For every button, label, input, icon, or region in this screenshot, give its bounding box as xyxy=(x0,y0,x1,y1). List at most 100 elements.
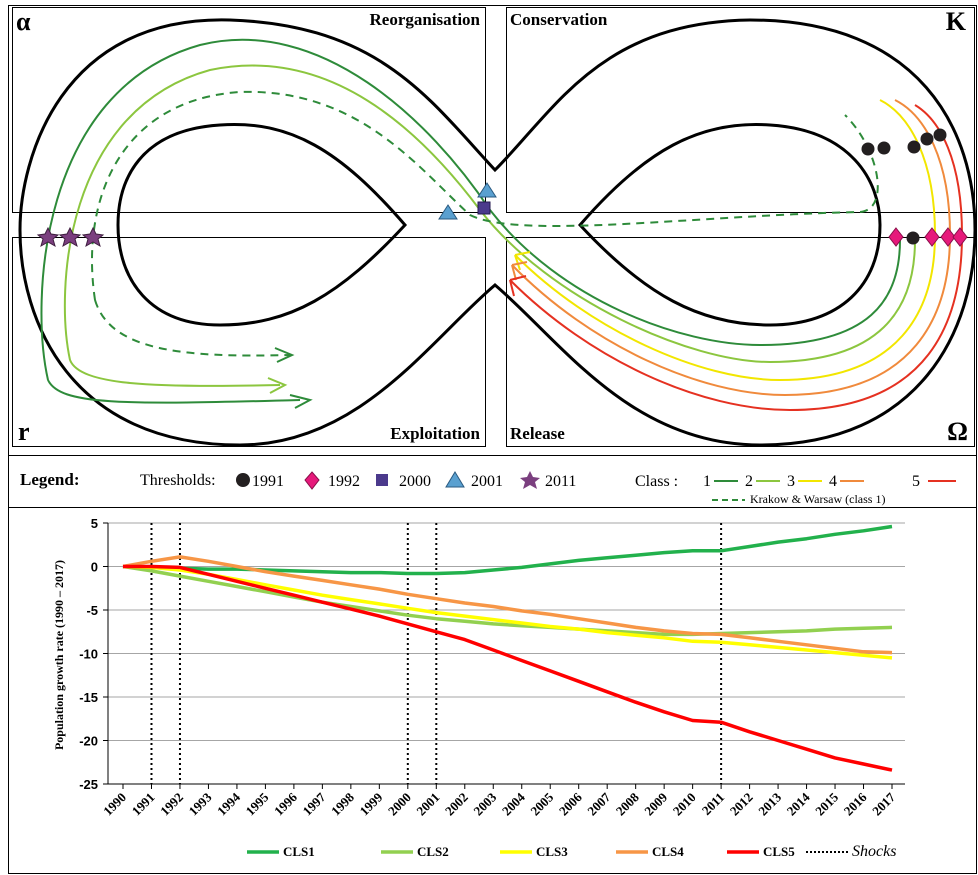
legend-class-3: 3 xyxy=(787,473,795,490)
x-tick-label: 2015 xyxy=(812,789,841,818)
quadrant-label-reorganisation: Reorganisation xyxy=(370,10,481,29)
circle-icon xyxy=(933,128,947,142)
x-tick-label: 1998 xyxy=(328,789,357,818)
legend-entry-cls5: CLS5 xyxy=(763,844,795,859)
y-tick-label: -5 xyxy=(86,603,98,618)
legend-entry-cls1: CLS1 xyxy=(283,844,315,859)
legend-threshold-2011: 2011 xyxy=(545,473,576,490)
triangle-icon xyxy=(445,471,465,488)
legend-threshold-2001: 2001 xyxy=(471,473,503,490)
x-tick-label: 1990 xyxy=(100,790,129,819)
x-tick-label: 2017 xyxy=(869,789,898,818)
legend-thresholds-label: Thresholds: xyxy=(140,472,216,489)
chart-shocks xyxy=(150,523,723,784)
legend-threshold-2000: 2000 xyxy=(399,473,431,490)
legend-entry-cls3: CLS3 xyxy=(536,844,568,859)
corner-label-r: r xyxy=(18,417,30,446)
legend-dashed-label: Krakow & Warsaw (class 1) xyxy=(750,492,885,506)
circle-icon xyxy=(907,140,921,154)
legend-entry-cls4: CLS4 xyxy=(652,844,684,859)
x-tick-label: 1995 xyxy=(243,789,272,818)
y-tick-label: -15 xyxy=(79,690,98,705)
legend-strip: Legend: Thresholds: 1991 1992 2000 2001 … xyxy=(8,455,977,508)
legend-class-2: 2 xyxy=(745,473,753,490)
x-tick-label: 2009 xyxy=(641,789,670,818)
trajectory-class-4 xyxy=(511,99,952,397)
y-tick-label: 0 xyxy=(91,560,98,575)
diamond-icon xyxy=(940,227,956,247)
chart-series xyxy=(122,524,893,772)
x-tick-label: 2014 xyxy=(784,789,813,818)
corner-label-alpha: α xyxy=(16,7,31,36)
y-tick-label: -10 xyxy=(79,647,98,662)
circle-icon xyxy=(236,473,250,487)
legend-threshold-1992: 1992 xyxy=(328,473,360,490)
x-tick-label: 2008 xyxy=(613,789,642,818)
legend-title: Legend: xyxy=(20,470,80,489)
trajectory-class-2 xyxy=(63,64,916,387)
trajectory-class-5 xyxy=(509,104,964,412)
star-icon xyxy=(520,471,540,489)
x-tick-label: 2012 xyxy=(727,790,756,819)
legend-threshold-1991: 1991 xyxy=(252,473,284,490)
x-tick-label: 2007 xyxy=(584,789,613,818)
x-tick-label: 2006 xyxy=(556,789,585,818)
circle-icon xyxy=(861,142,875,156)
diamond-icon xyxy=(924,227,940,247)
y-tick-label: 5 xyxy=(91,516,98,531)
trajectories xyxy=(40,38,964,412)
x-tick-label: 1999 xyxy=(356,789,385,818)
x-tick-label: 2003 xyxy=(470,789,499,818)
panarchy-diagram: Reorganisation Conservation Exploitation… xyxy=(12,7,977,447)
x-tick-label: 1994 xyxy=(214,789,243,818)
legend-entry-shocks: Shocks xyxy=(852,843,896,860)
triangle-icon xyxy=(438,204,458,220)
legend-class-4: 4 xyxy=(829,473,837,490)
circle-icon xyxy=(906,231,920,245)
x-tick-label: 2002 xyxy=(442,790,471,819)
x-tick-label: 1993 xyxy=(186,789,215,818)
x-tick-label: 2016 xyxy=(841,789,870,818)
x-tick-label: 1996 xyxy=(271,789,300,818)
trajectory-class-3 xyxy=(514,99,937,382)
diamond-icon xyxy=(888,227,904,247)
x-tick-label: 2010 xyxy=(670,790,699,819)
circle-icon xyxy=(877,141,891,155)
legend-entry-cls2: CLS2 xyxy=(417,844,449,859)
legend-class-1: 1 xyxy=(703,473,711,490)
star-icon xyxy=(81,226,105,248)
x-tick-label: 1991 xyxy=(129,790,158,819)
triangle-icon xyxy=(477,182,497,198)
diamond-icon xyxy=(952,227,968,247)
chart-legend: CLS1 CLS2 CLS3 CLS4 CLS5 Shocks xyxy=(247,843,896,860)
threshold-markers xyxy=(36,128,968,248)
quadrant-label-release: Release xyxy=(510,424,565,443)
diamond-icon xyxy=(304,471,320,490)
corner-label-omega: Ω xyxy=(947,417,968,446)
star-icon xyxy=(36,226,60,248)
chart-y-ticks: 5 0 -5 -10 -15 -20 -25 xyxy=(79,516,108,792)
x-tick-label: 2000 xyxy=(385,790,414,819)
trajectory-class-1 xyxy=(40,38,901,404)
inner-right-loop xyxy=(577,122,882,327)
series-line-cls4 xyxy=(122,555,893,655)
series-line-cls5 xyxy=(123,564,893,772)
line-chart: 50-5-10-15-20-25 1990 1991 1992 1993 1994 199… xyxy=(52,516,905,860)
y-tick-label: -25 xyxy=(79,777,98,792)
square-icon xyxy=(477,201,491,215)
x-tick-label: 2011 xyxy=(699,790,727,818)
trajectory-krakow-warsaw xyxy=(91,90,879,357)
series-line-cls3 xyxy=(122,564,893,660)
x-tick-label: 1997 xyxy=(300,789,329,818)
chart-y-axis-label: Population growth rate (1990 – 2017) xyxy=(52,560,66,750)
x-tick-label: 1992 xyxy=(157,790,186,819)
x-tick-label: 2004 xyxy=(499,789,528,818)
figure-border xyxy=(8,5,977,874)
legend-class-label: Class : xyxy=(635,473,678,490)
legend-class-5: 5 xyxy=(912,473,920,490)
quadrant-label-exploitation: Exploitation xyxy=(390,424,480,443)
star-icon xyxy=(58,226,82,248)
chart-x-ticks: 1990 1991 1992 1993 1994 1995 1996 1997 1998 1999… xyxy=(100,784,898,819)
quadrant-label-conservation: Conservation xyxy=(510,10,608,29)
